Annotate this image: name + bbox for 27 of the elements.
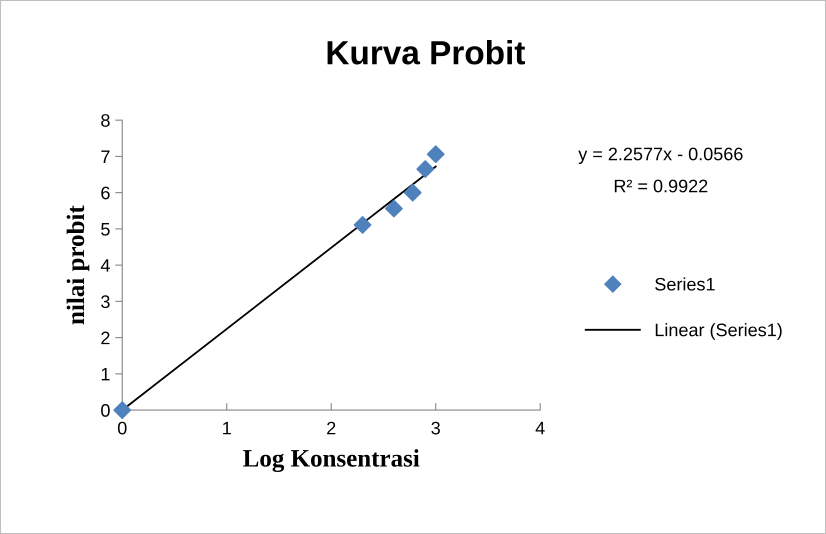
y-tick-label: 2: [101, 332, 110, 344]
y-tick-label: 3: [101, 295, 110, 308]
x-tick-label: 0: [118, 422, 127, 434]
point: [113, 401, 132, 420]
point: [385, 200, 403, 218]
legend-label: Linear (Series1): [656, 323, 782, 340]
point: [416, 160, 434, 178]
x-tick-label: 2: [327, 422, 336, 434]
x-tick-label: 1: [223, 422, 231, 434]
text: R² = 0.9922: [614, 180, 708, 192]
y-tick-label: 5: [101, 223, 110, 236]
y-tick-label: 8: [101, 114, 110, 127]
x-tick-label: 3: [431, 422, 440, 434]
y-tick-label: 0: [101, 404, 110, 417]
y-tick-label: 6: [101, 186, 110, 200]
point: [404, 184, 422, 202]
y-axis-title: nilai probit: [66, 205, 90, 324]
text: y = 2.2577x - 0.0566: [578, 148, 743, 164]
chart-title: Kurva Probit: [328, 40, 525, 65]
y-tick-label: 1: [102, 368, 110, 380]
x-tick-label: 4: [536, 422, 545, 434]
point: [426, 145, 445, 164]
y-tick-label: 7: [101, 150, 110, 163]
y-tick-label: 4: [100, 259, 110, 272]
legend-label: Series1: [655, 277, 715, 291]
x-axis-title: Log Konsentrasi: [243, 449, 420, 472]
point: [354, 216, 372, 234]
